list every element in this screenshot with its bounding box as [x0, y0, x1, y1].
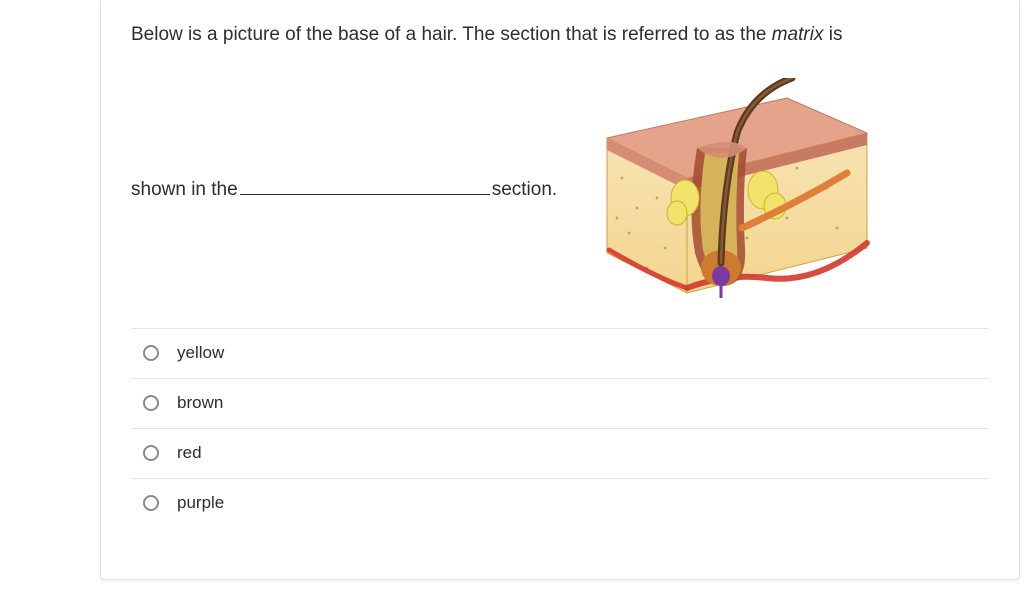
radio-icon	[143, 395, 159, 411]
question-intro-pre: Below is a picture of the base of a hair…	[131, 24, 772, 45]
option-brown[interactable]: brown	[131, 379, 989, 429]
option-label: brown	[177, 393, 223, 413]
question-intro-italic: matrix	[772, 24, 824, 45]
question-intro-post: is	[823, 24, 842, 45]
page-root: Below is a picture of the base of a hair…	[0, 0, 1033, 601]
dermal-papilla	[712, 266, 730, 286]
option-purple[interactable]: purple	[131, 479, 989, 528]
blank-line	[240, 174, 490, 195]
option-red[interactable]: red	[131, 429, 989, 479]
question-fill: shown in the section.	[131, 174, 557, 201]
question-fill-pre: shown in the	[131, 179, 238, 201]
question-card: Below is a picture of the base of a hair…	[100, 0, 1020, 580]
question-body-row: shown in the section.	[131, 78, 989, 298]
option-yellow[interactable]: yellow	[131, 329, 989, 379]
question-fill-post: section.	[492, 179, 557, 201]
hair-follicle-diagram	[587, 78, 872, 298]
radio-icon	[143, 445, 159, 461]
option-label: red	[177, 443, 202, 463]
option-label: purple	[177, 493, 224, 513]
option-label: yellow	[177, 343, 224, 363]
hair-follicle-svg	[587, 78, 872, 298]
question-intro: Below is a picture of the base of a hair…	[131, 22, 989, 48]
radio-icon	[143, 495, 159, 511]
options-list: yellow brown red purple	[131, 328, 989, 528]
radio-icon	[143, 345, 159, 361]
